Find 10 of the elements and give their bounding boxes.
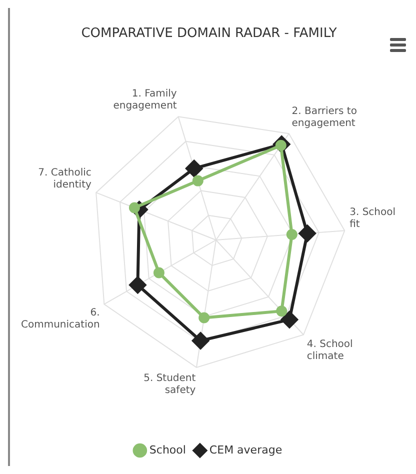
spoke-label: 4. School climate <box>306 339 353 362</box>
legend-label: CEM average <box>209 443 282 456</box>
spoke-label: 2. Barriers to engagement <box>292 106 357 130</box>
spoke-label: 7. Catholic identity <box>38 167 92 190</box>
legend-label: School <box>149 443 186 456</box>
chart-title: COMPARATIVE DOMAIN RADAR - FAMILY <box>81 26 337 42</box>
spoke-label: 5. Student safety <box>144 373 196 396</box>
spoke-label: 3. School fit <box>350 206 396 230</box>
spoke-label: 1. Family engagement <box>113 88 177 112</box>
spoke-label: 6. Communication <box>20 307 100 330</box>
